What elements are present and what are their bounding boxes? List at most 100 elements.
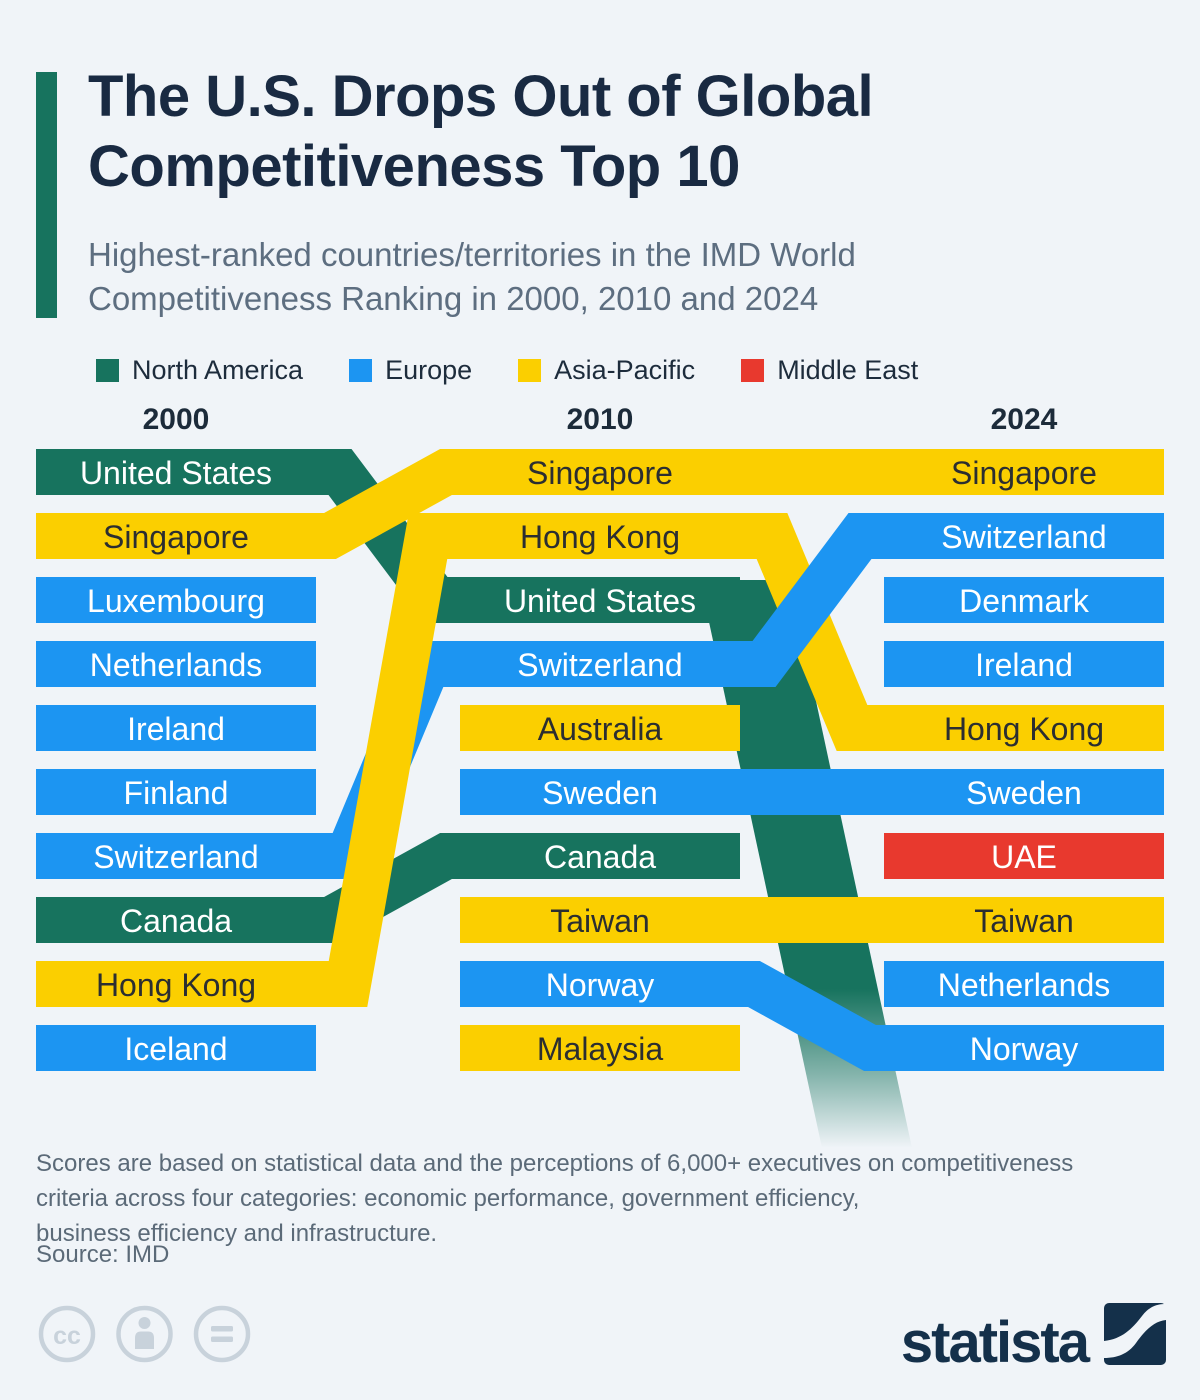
footnote-line-2: criteria across four categories: economi…	[36, 1185, 860, 1212]
bar-label-2024-ireland: Ireland	[975, 647, 1073, 683]
bar-2010-switzerland	[460, 641, 740, 687]
footnote-line-1: Scores are based on statistical data and…	[36, 1150, 1074, 1177]
statista-wordmark: statista	[900, 1310, 1090, 1375]
bar-label-2010-sweden: Sweden	[542, 775, 658, 811]
column-header-2024: 2024	[990, 403, 1058, 436]
source-label: Source: IMD	[36, 1241, 170, 1268]
bar-2000-luxembourg	[36, 577, 316, 623]
bar-2000-united-states	[36, 449, 316, 495]
bar-label-2024-netherlands: Netherlands	[938, 967, 1111, 1003]
bar-2010-taiwan	[460, 897, 740, 943]
bar-2024-netherlands	[884, 961, 1164, 1007]
bar-label-2000-netherlands: Netherlands	[90, 647, 263, 683]
cc-license-icons: cc	[38, 1305, 251, 1363]
bar-2000-ireland	[36, 705, 316, 751]
bar-2024-sweden	[884, 769, 1164, 815]
bar-label-2024-sweden: Sweden	[966, 775, 1082, 811]
bar-2000-netherlands	[36, 641, 316, 687]
bar-label-2024-denmark: Denmark	[959, 583, 1090, 619]
attribution-icon	[116, 1305, 173, 1363]
bar-label-2010-malaysia: Malaysia	[537, 1031, 663, 1067]
statista-logo-mark	[1104, 1303, 1166, 1365]
logo-swoosh	[1104, 1304, 1166, 1358]
ribbon-norway	[740, 961, 884, 1071]
ribbon-singapore	[316, 449, 460, 559]
column-header-2010: 2010	[566, 403, 634, 436]
bar-label-2000-switzerland: Switzerland	[93, 839, 258, 875]
bar-2000-hong-kong	[36, 961, 316, 1007]
bar-label-2000-singapore: Singapore	[103, 519, 249, 555]
bar-label-2010-singapore: Singapore	[527, 455, 673, 491]
bar-2010-sweden	[460, 769, 740, 815]
bar-2024-uae	[884, 833, 1164, 879]
subtitle-line-1: Highest-ranked countries/territories in …	[88, 236, 856, 273]
bar-2024-hong-kong	[884, 705, 1164, 751]
legend-swatch	[518, 359, 542, 382]
bar-2000-singapore	[36, 513, 316, 559]
bar-label-2024-norway: Norway	[970, 1031, 1078, 1067]
legend-label: North America	[132, 355, 304, 385]
legend-swatch	[349, 359, 373, 382]
bar-label-2000-luxembourg: Luxembourg	[87, 583, 265, 619]
bar-label-2024-singapore: Singapore	[951, 455, 1097, 491]
bar-2024-denmark	[884, 577, 1164, 623]
bar-label-2010-hong-kong: Hong Kong	[520, 519, 680, 555]
bar-2010-canada	[460, 833, 740, 879]
bar-label-2024-switzerland: Switzerland	[941, 519, 1106, 555]
bar-2010-norway	[460, 961, 740, 1007]
bar-label-2000-ireland: Ireland	[127, 711, 225, 747]
legend-label: Europe	[385, 355, 473, 385]
dropout-ribbon-united-states	[700, 580, 912, 1148]
subtitle-line-2: Competitiveness Ranking in 2000, 2010 an…	[88, 280, 819, 317]
bar-2024-ireland	[884, 641, 1164, 687]
bar-2024-taiwan	[884, 897, 1164, 943]
cc-icon: cc	[38, 1305, 96, 1363]
bar-label-2010-switzerland: Switzerland	[517, 647, 682, 683]
legend-label: Middle East	[777, 355, 919, 385]
bar-2024-singapore	[884, 449, 1164, 495]
bar-label-2010-norway: Norway	[546, 967, 654, 1003]
legend-label: Asia-Pacific	[554, 355, 696, 385]
legend-item-europe: Europe	[349, 355, 472, 386]
legend-item-asia-pacific: Asia-Pacific	[518, 355, 695, 386]
bar-label-2000-finland: Finland	[124, 775, 229, 811]
title-line-2: Competitiveness Top 10	[88, 134, 740, 199]
legend: North America Europe Asia-Pacific Middle Ea…	[96, 355, 918, 386]
footnote-line-3: business efficiency and infrastructure.	[36, 1220, 438, 1247]
bar-label-2024-uae: UAE	[991, 839, 1057, 875]
ribbon-united-states	[316, 449, 460, 623]
bar-label-2024-taiwan: Taiwan	[974, 903, 1074, 939]
bar-label-2010-australia: Australia	[538, 711, 663, 747]
bar-2000-switzerland	[36, 833, 316, 879]
bar-2010-united-states	[460, 577, 740, 623]
bar-2000-finland	[36, 769, 316, 815]
bar-2024-switzerland	[884, 513, 1164, 559]
bar-2010-hong-kong	[460, 513, 740, 559]
column-header-2000: 2000	[142, 403, 210, 436]
bar-label-2010-canada: Canada	[544, 839, 656, 875]
bar-2000-canada	[36, 897, 316, 943]
page-subtitle: Highest-ranked countries/territories in …	[88, 233, 856, 321]
svg-text:cc: cc	[53, 1322, 81, 1350]
bar-label-2010-taiwan: Taiwan	[550, 903, 650, 939]
ribbon-hong-kong	[316, 513, 460, 1007]
page-title: The U.S. Drops Out of Global Competitive…	[88, 62, 874, 202]
bar-label-2000-hong-kong: Hong Kong	[96, 967, 256, 1003]
bar-2024-norway	[884, 1025, 1164, 1071]
legend-item-north-america: North America	[96, 355, 303, 386]
legend-swatch	[96, 359, 119, 382]
footnote: Scores are based on statistical data and…	[36, 1146, 1073, 1251]
bar-label-2000-united-states: United States	[80, 455, 272, 491]
bar-label-2024-hong-kong: Hong Kong	[944, 711, 1104, 747]
title-accent-bar	[36, 72, 57, 318]
ribbon-switzerland	[740, 513, 884, 687]
bar-2010-australia	[460, 705, 740, 751]
bar-2010-malaysia	[460, 1025, 740, 1071]
legend-swatch	[741, 359, 765, 382]
equals-icon	[193, 1305, 251, 1363]
bar-label-2010-united-states: United States	[504, 583, 696, 619]
bar-2000-iceland	[36, 1025, 316, 1071]
bar-2010-singapore	[460, 449, 740, 495]
